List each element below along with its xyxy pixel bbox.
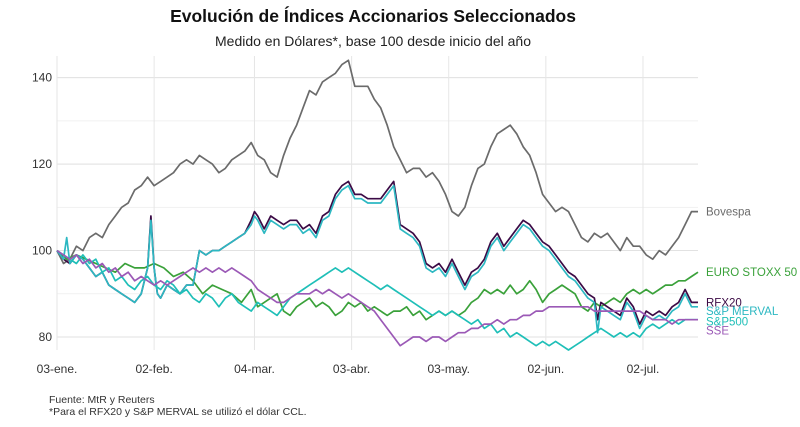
x-tick-label: 02-jun.: [527, 362, 564, 376]
series-line-euro-stoxx-50: [56, 249, 699, 321]
footnote: *Para el RFX20 y S&P MERVAL se utilizó e…: [49, 406, 307, 418]
x-axis-ticks: 03-ene. 02-feb. 04-mar. 03-abr. 03-may. 02-ju…: [37, 362, 660, 376]
end-label-rfx20: RFX20: [706, 297, 742, 309]
end-label-bovespa: Bovespa: [706, 207, 751, 219]
series-line-s-p500: [56, 249, 698, 351]
end-label-euro-stoxx-50: EURO STOXX 50: [706, 267, 797, 279]
x-tick-label: 03-ene.: [37, 362, 78, 376]
source-note: Fuente: MtR y Reuters: [49, 394, 155, 406]
y-tick-label: 120: [32, 157, 52, 171]
x-tick-label: 04-mar.: [234, 362, 275, 376]
series-line-sse: [56, 249, 698, 347]
end-label-sse: SSE: [706, 326, 729, 338]
series-line-bovespa: [56, 59, 698, 265]
x-tick-label: 03-abr.: [333, 362, 370, 376]
chart-subtitle: Medido en Dólares*, base 100 desde inici…: [215, 33, 531, 49]
x-tick-label: 02-feb.: [135, 362, 172, 376]
y-tick-label: 80: [39, 330, 53, 344]
x-tick-label: 02-jul.: [627, 362, 660, 376]
chart-title: Evolución de Índices Accionarios Selecci…: [170, 6, 576, 26]
series-lines: [56, 59, 699, 351]
series-line-s-p-merval: [56, 184, 698, 334]
y-tick-label: 140: [32, 71, 52, 85]
y-axis-ticks: 80 100 120 140: [32, 71, 52, 344]
end-label-s-p-merval: S&P MERVAL: [706, 306, 779, 318]
gridlines: [56, 56, 698, 350]
x-tick-label: 03-may.: [427, 362, 469, 376]
y-tick-label: 100: [32, 244, 52, 258]
end-label-s-p500: S&P500: [706, 316, 748, 328]
